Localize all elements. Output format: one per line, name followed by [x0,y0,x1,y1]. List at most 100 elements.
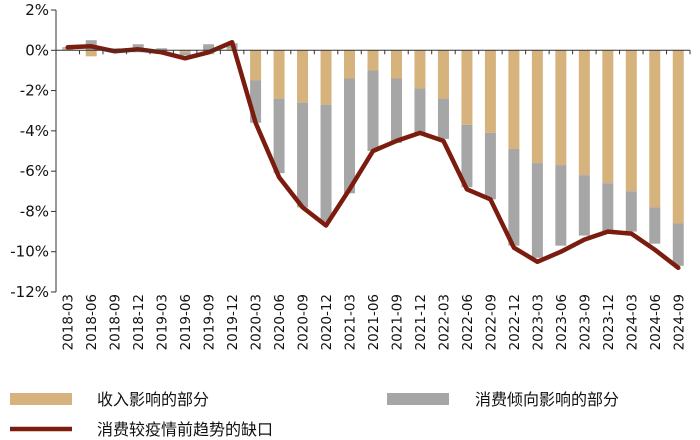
bar-propensity-2022-09 [484,132,496,200]
point-gap-2022-09 [489,198,492,200]
point-gap-2018-12 [137,48,139,50]
bar-propensity-2021-06 [367,70,379,151]
x-tick-label: 2023-03 [530,294,546,350]
x-tick-label: 2018-09 [108,294,124,350]
bar-propensity-2024-06 [649,207,661,244]
point-gap-2018-09 [114,50,116,52]
x-tick-label: 2019-03 [155,294,171,350]
x-tick-label: 2024-06 [648,294,664,350]
x-tick-label: 2020-09 [296,294,312,350]
bar-propensity-2022-06 [461,124,473,188]
x-tick-label: 2022-12 [507,294,523,350]
x-tick-label: 2023-06 [554,294,570,350]
bar-propensity-2023-12 [602,183,614,232]
y-tick-label: -10% [10,243,49,261]
point-gap-2018-06 [90,45,92,47]
bar-income-2023-09 [578,50,590,176]
bar-propensity-2023-06 [555,165,567,246]
bar-propensity-2020-06 [273,98,285,174]
point-gap-2024-09 [677,267,679,269]
bar-income-2020-03 [250,50,262,81]
y-tick-label: -4% [20,122,49,140]
bar-income-2024-03 [625,50,637,192]
x-tick-label: 2023-09 [577,294,593,350]
x-tick-label: 2020-06 [272,294,288,350]
bar-income-2020-12 [320,50,332,105]
bar-income-2022-03 [437,50,449,99]
point-gap-2023-03 [536,261,538,263]
x-tick-label: 2022-09 [483,294,499,350]
point-gap-2020-12 [325,224,327,227]
y-tick-label: -12% [10,283,49,301]
x-tick-label: 2022-03 [436,294,452,350]
x-tick-label: 2021-03 [343,294,359,350]
x-tick-label: 2019-09 [202,294,218,350]
bar-income-2018-06 [85,50,97,57]
plot-line [65,39,681,271]
bar-propensity-2020-03 [250,80,262,123]
legend: 收入影响的部分 消费倾向影响的部分 消费较疫情前趋势的缺口 [10,390,619,439]
bar-income-2022-06 [461,50,473,125]
x-tick-label: 2023-12 [601,294,617,350]
legend-label-income: 收入影响的部分 [97,390,209,409]
plot-bars [62,40,684,266]
x-tick-label: 2018-06 [84,294,100,350]
point-gap-2022-03 [442,140,445,142]
point-gap-2022-06 [466,188,468,190]
bar-propensity-2022-12 [508,148,520,246]
bar-propensity-2019-09 [203,44,215,51]
bar-propensity-2024-03 [625,191,637,232]
x-tick-label: 2020-12 [319,294,335,350]
point-gap-2021-03 [348,188,351,190]
bar-propensity-2019-06 [179,52,191,56]
point-gap-2019-06 [184,57,186,59]
bar-income-2023-06 [555,50,567,166]
bar-income-2022-12 [508,50,520,149]
point-gap-2023-06 [560,251,562,253]
bar-propensity-2022-03 [437,98,449,139]
point-gap-2021-06 [372,150,374,152]
bar-propensity-2020-12 [320,104,332,222]
x-tick-label: 2018-03 [61,294,77,350]
axes: 2% 0% -2% -4% -6% -8% -10% -12% 2018-03 2018-06 20… [10,1,691,350]
bar-propensity-2019-03 [156,48,168,51]
bar-income-2024-06 [649,50,661,208]
x-tick-label: 2022-06 [460,294,476,350]
x-tick-label: 2021-06 [366,294,382,350]
x-tick-label: 2018-12 [131,294,147,350]
bar-income-2020-06 [273,50,285,99]
point-gap-2023-12 [607,230,609,233]
point-gap-2022-12 [513,247,515,249]
point-gap-2020-03 [254,122,257,124]
point-gap-2024-03 [630,232,632,235]
x-tick-label: 2021-12 [413,294,429,350]
legend-swatch-income [10,393,72,405]
bar-income-2021-09 [390,50,402,79]
legend-swatch-propensity [387,393,449,405]
point-gap-2018-03 [67,46,69,48]
bar-propensity-2023-03 [531,163,543,258]
bar-income-2023-12 [602,50,614,184]
x-tick-label: 2024-03 [624,294,640,350]
bar-income-2019-06 [179,50,191,53]
bar-income-2021-03 [344,50,356,79]
legend-label-propensity: 消费倾向影响的部分 [475,390,619,409]
point-gap-2021-09 [395,140,398,142]
point-gap-2020-09 [301,206,304,208]
bar-propensity-2024-09 [672,223,684,266]
bar-income-2021-12 [414,50,426,89]
point-gap-2020-06 [278,176,280,178]
y-tick-label: 0% [25,41,49,59]
bar-propensity-2021-09 [390,78,402,143]
bar-propensity-2023-09 [578,175,590,236]
point-gap-2023-09 [583,239,585,241]
point-gap-2019-12 [231,41,233,43]
bar-income-2022-09 [484,50,496,133]
point-gap-2019-03 [161,51,163,53]
x-tick-label: 2019-12 [225,294,241,350]
x-tick-label: 2024-09 [671,294,687,350]
bar-income-2023-03 [531,50,543,164]
bar-income-2020-09 [297,50,309,103]
point-gap-2021-12 [419,132,421,134]
